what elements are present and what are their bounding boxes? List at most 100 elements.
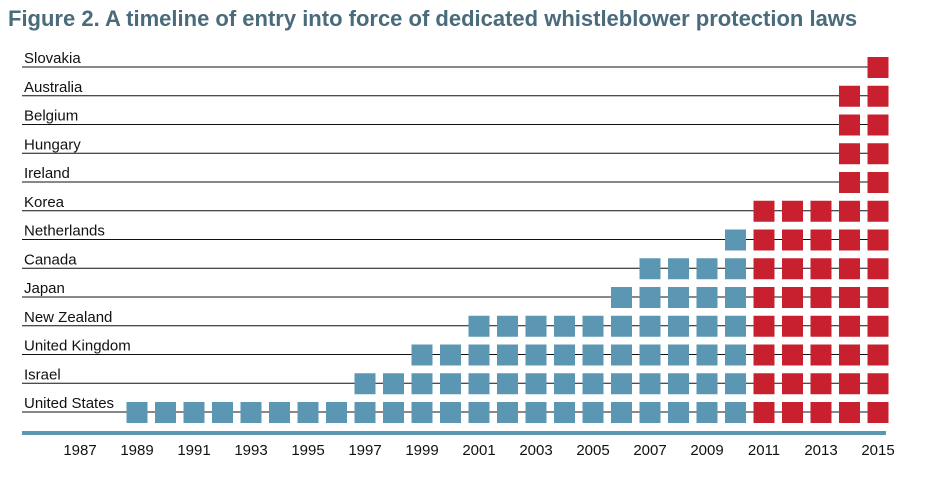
square-new-zealand-2006 [611,315,632,337]
square-israel-2009 [696,373,718,395]
x-axis-bar [22,431,886,435]
square-israel-1997 [354,373,376,395]
square-united-states-1998 [383,402,404,423]
square-japan-2012 [782,287,803,308]
square-israel-2013 [810,373,832,395]
square-canada-2010 [725,258,746,280]
year-tick-1995: 1995 [291,442,324,459]
square-japan-2014 [839,287,860,308]
square-japan-2013 [810,287,832,308]
square-new-zealand-2004 [554,315,575,337]
square-hungary-2015 [867,143,889,165]
country-label-korea: Korea [24,194,65,211]
country-label-ireland: Ireland [24,165,70,182]
square-hungary-2014 [839,143,860,165]
square-united-kingdom-2009 [696,344,718,366]
square-united-states-2006 [611,402,632,423]
square-canada-2015 [867,258,889,280]
square-israel-2000 [440,373,461,395]
square-united-kingdom-2010 [725,344,746,366]
square-united-states-1995 [297,402,319,423]
square-japan-2015 [867,287,889,308]
country-label-japan: Japan [24,280,65,297]
year-tick-2007: 2007 [633,442,666,459]
square-netherlands-2012 [782,229,803,251]
square-netherlands-2014 [839,229,860,251]
square-israel-2003 [525,373,547,395]
square-united-kingdom-2013 [810,344,832,366]
square-united-kingdom-2015 [867,344,889,366]
square-israel-1998 [383,373,404,395]
square-united-states-2011 [753,402,775,423]
square-united-kingdom-2004 [554,344,575,366]
country-label-canada: Canada [24,251,77,268]
square-united-states-1990 [155,402,176,423]
square-united-states-1989 [126,402,148,423]
square-united-states-1991 [183,402,205,423]
square-united-states-2015 [867,402,889,423]
square-canada-2009 [696,258,718,280]
square-japan-2006 [611,287,632,308]
square-united-kingdom-2005 [582,344,604,366]
square-new-zealand-2011 [753,315,775,337]
square-korea-2011 [753,200,775,222]
square-new-zealand-2005 [582,315,604,337]
square-new-zealand-2001 [468,315,490,337]
country-label-united-kingdom: United Kingdom [24,338,131,355]
square-united-states-2008 [668,402,689,423]
country-label-slovakia: Slovakia [24,50,81,67]
square-netherlands-2015 [867,229,889,251]
square-united-states-1996 [326,402,347,423]
square-united-states-2000 [440,402,461,423]
square-canada-2007 [639,258,661,280]
year-tick-2013: 2013 [804,442,837,459]
square-canada-2008 [668,258,689,280]
square-israel-2006 [611,373,632,395]
square-israel-2012 [782,373,803,395]
square-ireland-2015 [867,172,889,193]
square-japan-2010 [725,287,746,308]
year-tick-2009: 2009 [690,442,723,459]
country-label-united-states: United States [24,395,114,412]
square-united-kingdom-1999 [411,344,433,366]
year-tick-labels: 1987 1989 1991 1993 1995 1997 1999 2001 2003 2005… [63,442,894,459]
square-new-zealand-2002 [497,315,518,337]
square-united-kingdom-2002 [497,344,518,366]
square-israel-1999 [411,373,433,395]
year-tick-2011: 2011 [748,442,780,459]
square-united-states-2002 [497,402,518,423]
square-slovakia-2015 [867,57,889,78]
year-tick-1989: 1989 [120,442,153,459]
country-label-new-zealand: New Zealand [24,309,112,326]
square-israel-2004 [554,373,575,395]
square-united-states-2005 [582,402,604,423]
square-new-zealand-2014 [839,315,860,337]
square-united-states-2012 [782,402,803,423]
square-new-zealand-2012 [782,315,803,337]
square-belgium-2015 [867,114,889,136]
square-korea-2013 [810,200,832,222]
year-tick-1987: 1987 [63,442,96,459]
square-israel-2011 [753,373,775,395]
square-canada-2014 [839,258,860,280]
square-united-states-1993 [240,402,262,423]
year-squares [126,57,889,423]
square-new-zealand-2010 [725,315,746,337]
square-israel-2008 [668,373,689,395]
square-united-states-2001 [468,402,490,423]
square-ireland-2014 [839,172,860,193]
square-united-states-2004 [554,402,575,423]
country-label-israel: Israel [24,366,61,383]
year-tick-2005: 2005 [576,442,609,459]
square-canada-2013 [810,258,832,280]
square-netherlands-2013 [810,229,832,251]
square-korea-2012 [782,200,803,222]
square-japan-2011 [753,287,775,308]
square-united-kingdom-2006 [611,344,632,366]
year-tick-2001: 2001 [462,442,495,459]
year-tick-1993: 1993 [234,442,267,459]
square-united-kingdom-2003 [525,344,547,366]
square-korea-2015 [867,200,889,222]
square-united-states-2014 [839,402,860,423]
square-korea-2014 [839,200,860,222]
